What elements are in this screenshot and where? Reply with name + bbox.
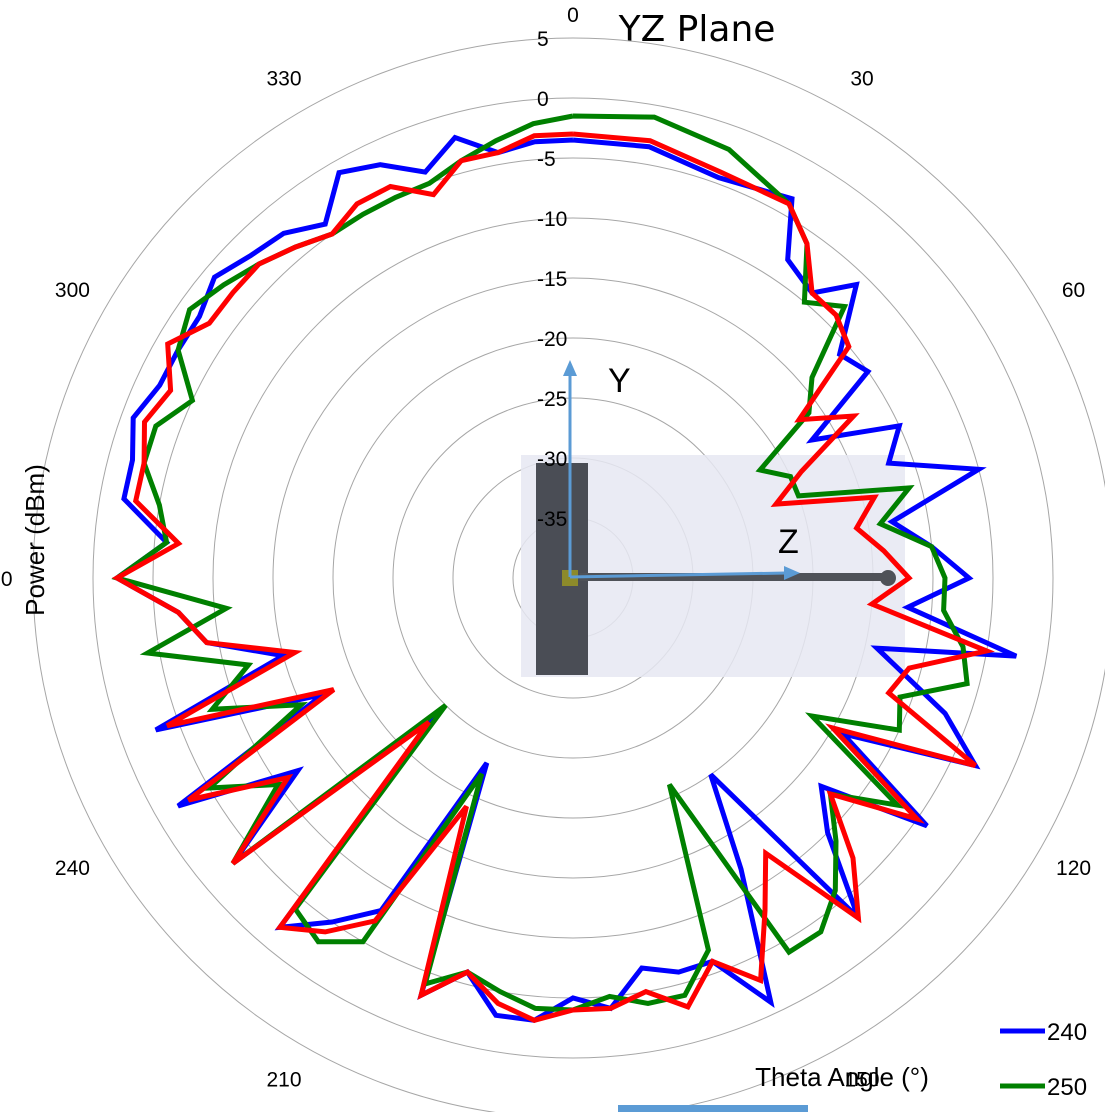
z-arrow-head [784, 566, 800, 580]
radial-tick-label: -15 [537, 268, 567, 291]
series-line-series-3 [111, 131, 995, 1023]
x-axis-title: Theta Angle (°) [755, 1062, 929, 1092]
angle-tick-label: 30 [850, 67, 873, 90]
grid-circle [92, 97, 1054, 1059]
radial-tick-label: -5 [537, 148, 556, 171]
rod-tip [880, 570, 896, 586]
angle-tick-label: 240 [55, 857, 90, 880]
z-arrow-shaft [569, 571, 787, 579]
inset-z-label: Z [778, 523, 799, 561]
angle-tick-label: 270 [0, 568, 13, 591]
angle-tick-label: 120 [1056, 857, 1091, 880]
grid-circle [212, 217, 934, 939]
angle-tick-label: 0 [567, 4, 579, 27]
y-arrow-head [563, 360, 577, 376]
grid-circle [32, 37, 1105, 1112]
radial-tick-label: -35 [537, 508, 567, 531]
antenna-rod [580, 573, 885, 581]
legend-label: 250 [1047, 1074, 1087, 1101]
chart-title: YZ Plane [618, 9, 776, 50]
series-line-250 [111, 113, 970, 1013]
radial-tick-label: -30 [537, 448, 567, 471]
radial-tick-label: -10 [537, 208, 567, 231]
angle-tick-label: 210 [266, 1069, 301, 1092]
antenna-inset: YZ [521, 360, 905, 677]
radial-tick-label: 0 [537, 88, 549, 111]
legend: 240 250 [1000, 1019, 1087, 1101]
angle-tick-label: 60 [1062, 279, 1085, 302]
inset-y-label: Y [608, 362, 631, 400]
angle-tick-label: 330 [266, 67, 301, 90]
angle-tick-labels: 0306090120150180210240270300330 [0, 4, 1091, 1092]
antenna-body [536, 463, 588, 675]
radial-tick-label: -25 [537, 388, 567, 411]
angle-tick-label: 300 [55, 279, 90, 302]
decorative-arrow-bar [618, 1105, 808, 1112]
legend-label: 240 [1047, 1019, 1087, 1046]
radial-tick-label: 5 [537, 28, 549, 51]
radial-tick-label: -20 [537, 328, 567, 351]
feed-point [562, 570, 578, 586]
series-lines [111, 113, 1018, 1023]
angle-tick-label: 150 [844, 1069, 879, 1092]
radial-tick-labels: -35 -30 -25 -20 -15 -10 -5 0 5 [537, 28, 567, 531]
y-axis-title: Power (dBm) [20, 464, 50, 616]
